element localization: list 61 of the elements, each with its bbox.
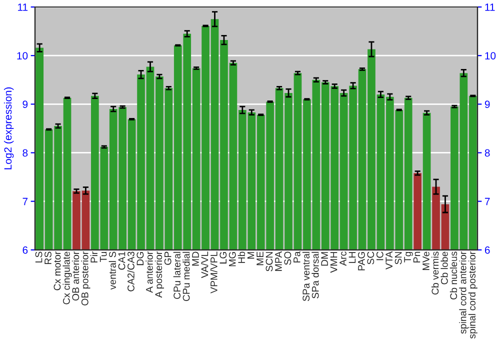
y-tick-label: 6: [22, 246, 28, 254]
x-tick-label: VTA: [386, 251, 392, 270]
x-tick-label: DM: [321, 252, 328, 266]
x-tick-label: MD: [192, 252, 199, 266]
x-tick-label: M: [247, 252, 254, 259]
x-tick-label: OB anterior: [72, 251, 80, 301]
y-tick-label: 8: [22, 149, 28, 157]
x-tick-label: Tg: [404, 252, 413, 262]
y-tick-label: 11: [18, 4, 28, 11]
x-tick-label: Cb nucleus: [450, 252, 458, 300]
x-tick-label: Pn: [413, 252, 420, 262]
x-tick-label: CPu lateral: [173, 252, 180, 299]
x-tick-label: SC: [367, 252, 374, 264]
x-tick-label: SO: [284, 252, 292, 265]
y2-tick-label: 10: [485, 52, 496, 60]
x-tick-label: VA/VL: [201, 252, 208, 278]
x-tick-label: A anterior: [146, 251, 153, 293]
x-tick-label: LH: [348, 252, 356, 263]
x-tick-label: VPM/VPL: [210, 252, 218, 294]
x-tick-label: MG: [228, 252, 236, 266]
x-tick-label: ventral S: [108, 252, 116, 290]
x-tick-label: ME: [256, 252, 264, 266]
x-tick-label: LG: [220, 252, 227, 264]
x-tick-label: Arc: [340, 252, 346, 266]
y-tick-label: 10: [17, 52, 28, 60]
x-tick-label: SPa ventral: [302, 252, 310, 302]
y2-tick-label: 7: [484, 198, 490, 206]
x-tick-label: CA2/CA3: [127, 252, 134, 292]
x-tick-label: MPA: [275, 251, 282, 271]
x-tick-label: Pir: [90, 251, 98, 262]
y-tick-label: 9: [22, 100, 28, 108]
x-tick-label: VMH: [330, 252, 338, 273]
y2-tick-label: 6: [484, 246, 490, 254]
x-tick-label: SCN: [266, 252, 273, 272]
x-tick-label: PAG: [358, 252, 365, 270]
x-tick-label: CA1: [118, 252, 126, 270]
y2-tick-label: 11: [485, 4, 495, 11]
x-tick-label: Cb vermis: [431, 252, 439, 295]
y2-tick-label: 8: [484, 149, 490, 157]
x-tick-label: CPu medial: [182, 252, 190, 302]
x-tick-label: IC: [376, 252, 384, 260]
x-tick-label: RS: [44, 252, 52, 264]
x-tick-label: spinal cord anterior: [459, 251, 468, 334]
x-tick-label: A posterior: [154, 251, 164, 298]
y-axis-title: Log2 (expression): [4, 87, 14, 170]
y2-tick-label: 9: [484, 100, 490, 108]
x-tick-label: Hb: [238, 252, 246, 263]
x-tick-label: MVe: [422, 252, 430, 270]
x-tick-label: spinal cord posterior: [468, 251, 478, 339]
x-tick-label: Cx motor: [54, 251, 61, 290]
x-tick-label: SN: [394, 252, 402, 264]
x-tick-label: OB posterior: [81, 251, 90, 306]
y-tick-label: 7: [22, 198, 28, 206]
x-tick-label: Cb lobe: [440, 252, 448, 284]
x-tick-label: GP: [164, 252, 172, 265]
x-tick-label: Tu: [100, 252, 107, 262]
x-tick-label: Pa: [294, 251, 300, 262]
x-tick-label: LS: [35, 252, 42, 262]
x-tick-label: SPa dorsal: [312, 252, 319, 298]
x-tick-label: Cx cingulate: [62, 252, 72, 304]
x-tick-label: DG: [136, 252, 144, 266]
